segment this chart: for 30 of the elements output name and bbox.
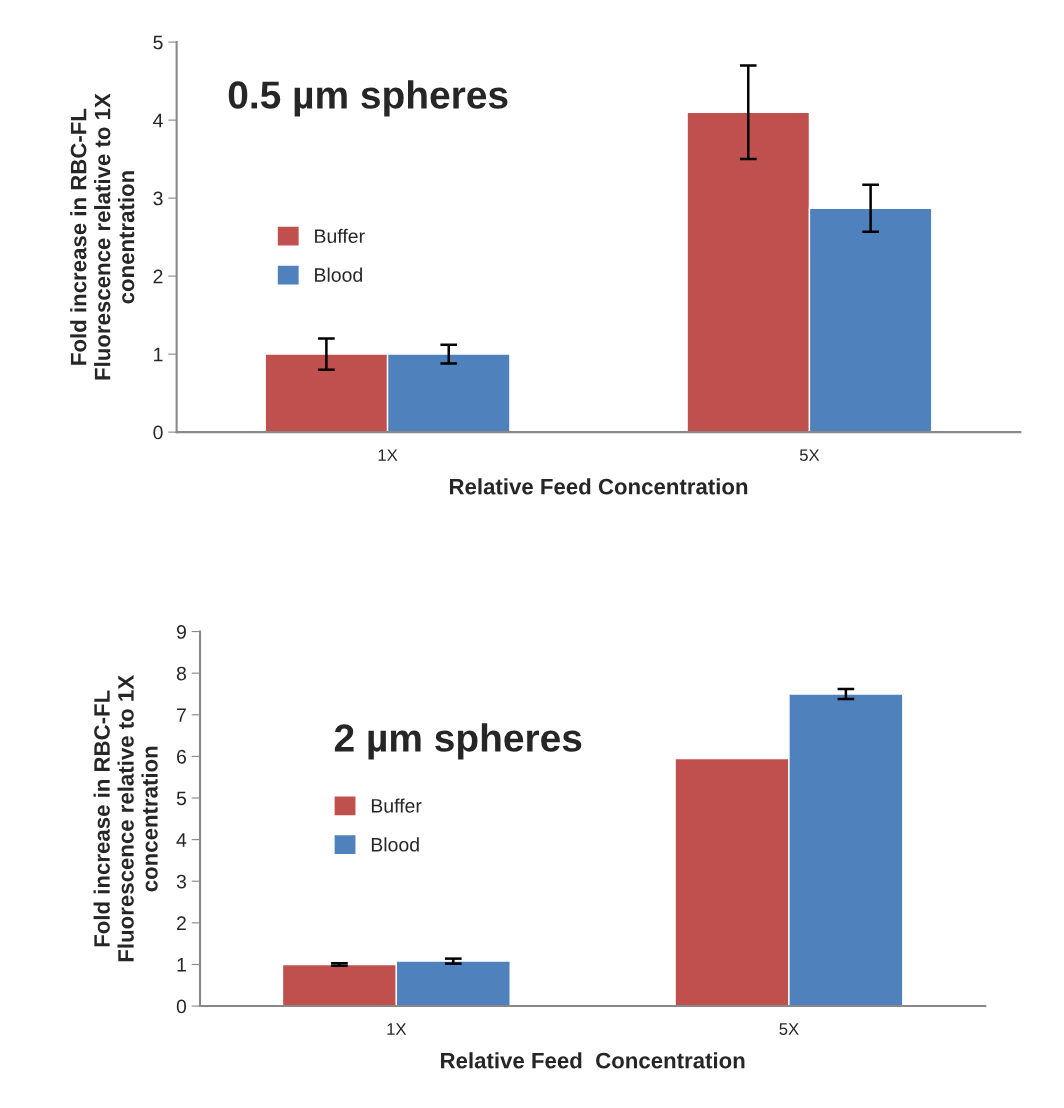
y-tick-label: 1 bbox=[154, 347, 163, 362]
y-tick-label: 7 bbox=[177, 708, 186, 722]
y-tick-label: 6 bbox=[177, 749, 186, 764]
x-tick-label: 1X bbox=[378, 449, 398, 461]
legend-label: Blood bbox=[371, 837, 419, 852]
y-tick-label: 4 bbox=[176, 833, 187, 847]
y-tick-label: 1 bbox=[177, 958, 186, 972]
x-axis-title: Relative Feed Concentration bbox=[449, 478, 748, 495]
legend-label: Buffer bbox=[371, 798, 422, 813]
legend-label: Blood bbox=[315, 267, 362, 282]
y-tick-label: 9 bbox=[176, 625, 186, 639]
y-tick-label: 5 bbox=[176, 791, 187, 806]
y-axis-title: Fold increase in RBC-FL Fluorescence relative to 1X conentration bbox=[70, 93, 135, 380]
y-tick-label: 5 bbox=[153, 35, 163, 50]
y-tick-label: 4 bbox=[153, 113, 163, 128]
annotation: 0.5 µm spheres bbox=[228, 80, 508, 117]
y-tick-label: 3 bbox=[176, 874, 186, 889]
x-tick-label: 5X bbox=[779, 1023, 799, 1035]
y-axis-title: Fold increase in RBC-FL Fluorescence relative to 1X concentration bbox=[93, 675, 158, 962]
y-tick-label: 8 bbox=[176, 666, 186, 681]
legend-label: Buffer bbox=[315, 228, 365, 244]
x-tick-label: 1X bbox=[387, 1023, 407, 1035]
y-tick-label: 0 bbox=[153, 425, 163, 440]
x-axis-title: Relative Feed Concentration bbox=[441, 1052, 745, 1069]
annotation: 2 µm spheres bbox=[334, 723, 582, 760]
y-tick-label: 2 bbox=[153, 269, 163, 284]
y-tick-label: 3 bbox=[153, 191, 163, 206]
x-tick-label: 5X bbox=[799, 449, 820, 462]
y-tick-label: 0 bbox=[176, 999, 187, 1014]
y-tick-label: 2 bbox=[177, 916, 186, 930]
